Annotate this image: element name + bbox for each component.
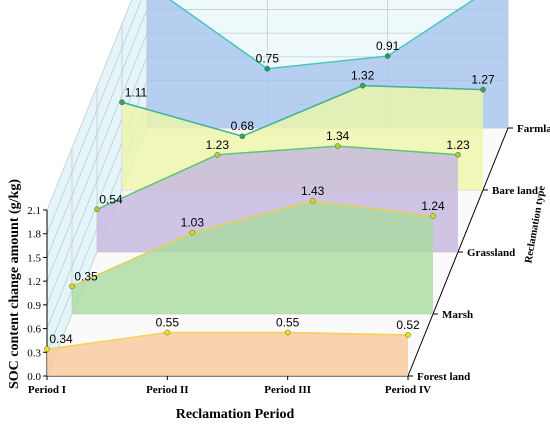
data-point <box>264 65 271 72</box>
data-label: 1.43 <box>301 184 325 198</box>
x-tick-label: Period IV <box>385 384 431 396</box>
series-forest-land: 0.34 0.55 0.55 0.52 <box>44 316 420 376</box>
data-label: 0.52 <box>396 318 420 332</box>
data-label: 1.23 <box>206 138 230 152</box>
x-tick-label: Period III <box>264 384 311 396</box>
y-tick-label: 0.9 <box>27 300 41 312</box>
z-tick-label: Grassland <box>467 247 515 259</box>
data-label: 0.91 <box>376 39 400 53</box>
x-axis-title: Reclamation Period <box>176 407 295 422</box>
series-area <box>72 200 433 314</box>
data-point <box>119 99 125 106</box>
data-point <box>44 346 50 352</box>
data-label: 0.68 <box>231 119 255 133</box>
data-label: 1.03 <box>181 216 205 230</box>
x-tick-label: Period I <box>28 384 66 396</box>
z-tick-label: Farmland <box>517 123 550 135</box>
data-point <box>284 329 291 336</box>
series-area <box>47 332 408 376</box>
data-label: 0.54 <box>99 192 123 206</box>
data-point <box>334 143 341 149</box>
series-line <box>121 84 484 138</box>
data-point <box>239 133 246 140</box>
y-tick-label: 0.6 <box>27 324 41 336</box>
grid-line <box>46 0 142 234</box>
data-label: 0.55 <box>276 316 300 330</box>
y-tick-label: 0.0 <box>27 371 41 383</box>
data-point <box>164 329 171 336</box>
grid-line <box>46 0 133 211</box>
series-line <box>71 200 434 288</box>
data-label: 0.55 <box>156 316 180 330</box>
data-label: 1.27 <box>471 73 495 87</box>
data-point <box>455 151 461 158</box>
series-marsh: 0.35 1.03 1.43 1.24 <box>69 184 445 314</box>
data-point <box>384 53 391 59</box>
data-point <box>94 206 100 213</box>
data-point <box>405 332 411 338</box>
data-label: 0.75 <box>256 52 280 66</box>
x-tick-label: Period II <box>146 384 188 396</box>
data-label: 0.34 <box>49 332 73 346</box>
series-line <box>169 0 475 70</box>
chart-series: 1.830.750.911.911.110.681.321.270.541.23… <box>44 0 508 376</box>
data-point <box>69 283 75 290</box>
data-label: 1.23 <box>446 138 470 152</box>
series-line <box>46 331 409 350</box>
z-tick-label: Bare land <box>492 185 538 197</box>
z-tick-label: Forest land <box>417 371 470 383</box>
data-label: 1.11 <box>125 85 148 99</box>
y-tick-label: 0.3 <box>27 347 41 359</box>
y-axis-title: SOC content change amount (g/kg) <box>7 179 22 389</box>
y-tick-label: 1.8 <box>27 229 41 241</box>
data-label: 0.35 <box>74 269 98 283</box>
data-point <box>480 86 486 93</box>
series-line <box>96 145 459 210</box>
data-point <box>430 213 436 219</box>
data-label: 1.24 <box>421 199 445 213</box>
data-label: 1.32 <box>351 69 375 83</box>
data-point <box>359 82 366 89</box>
data-point <box>214 151 221 158</box>
data-point <box>309 198 316 204</box>
z-tick-label: Marsh <box>442 309 473 321</box>
y-tick-label: 2.1 <box>27 205 41 217</box>
chart-ticks: 0.0 0.3 0.6 0.9 1.2 1.5 1.8 2.1 Period I Period I… <box>27 123 550 396</box>
data-label: 1.34 <box>326 129 350 143</box>
y-tick-label: 1.5 <box>27 252 41 264</box>
data-point <box>189 229 196 236</box>
y-tick-label: 1.2 <box>27 276 41 288</box>
